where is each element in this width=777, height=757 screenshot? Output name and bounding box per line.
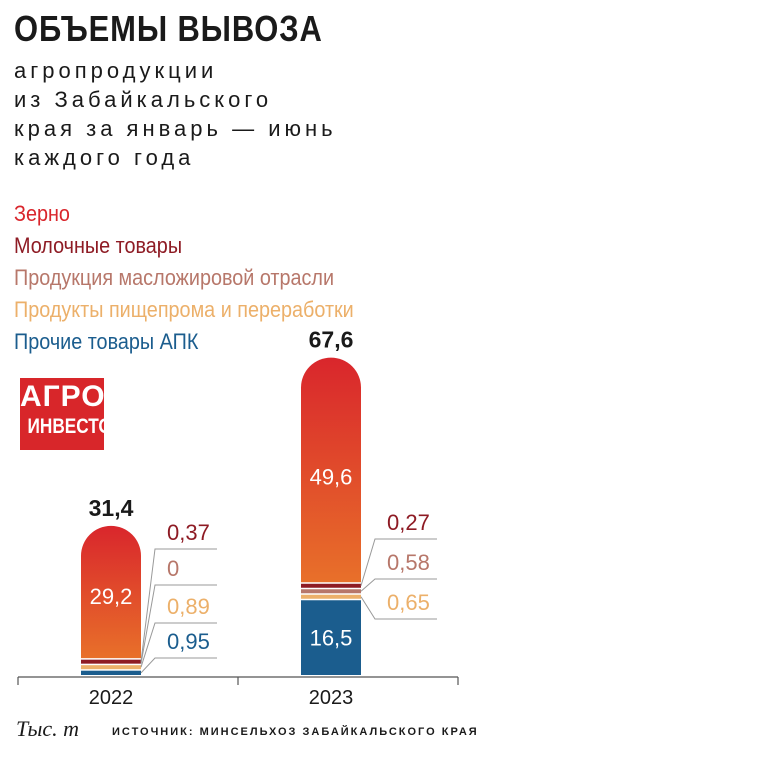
- x-tick-label-2023: 2023: [309, 687, 354, 709]
- data-label-food-2022: 0,89: [167, 594, 210, 619]
- x-tick-label-2022: 2022: [89, 687, 134, 709]
- bar-segment-other-2022: [81, 670, 141, 675]
- data-label-grain-2023: 49,6: [310, 465, 353, 490]
- data-label-oilfat-2023: 0,58: [387, 550, 430, 575]
- unit-label: Тыс. т: [16, 716, 79, 741]
- data-label-grain-2022: 29,2: [90, 584, 133, 609]
- bar-segment-dairy-2023: [301, 583, 361, 588]
- chart-subtitle: агропродукции из Забайкальского края за …: [14, 56, 337, 172]
- leader-line-dairy-2023: [360, 538, 437, 586]
- subtitle-line: агропродукции: [14, 58, 218, 83]
- bar-segment-food-2023: [301, 594, 361, 599]
- legend-item-grain: Зерно: [14, 201, 70, 226]
- legend-item-other: Прочие товары АПК: [14, 329, 199, 354]
- bar-segment-oilfat-2023: [301, 589, 361, 594]
- data-label-other-2022: 0,95: [167, 629, 210, 654]
- bar-segment-grain-2023: [301, 357, 361, 583]
- bar-segment-grain-2022: [81, 525, 141, 659]
- legend: Зерно Молочные товары Продукция масложир…: [14, 198, 392, 358]
- logo-line-1: АГРО: [20, 380, 106, 413]
- leader-line-dairy-2022: [140, 548, 217, 662]
- data-label-food-2023: 0,65: [387, 590, 430, 615]
- data-label-oilfat-2022: 0: [167, 556, 179, 581]
- agroinvestor-logo: АГРО ИНВЕСТОР: [20, 378, 123, 450]
- total-label-2022: 31,4: [89, 495, 134, 521]
- subtitle-line: из Забайкальского: [14, 87, 273, 112]
- legend-item-dairy: Молочные товары: [14, 233, 183, 258]
- leader-line-oilfat-2022: [140, 584, 217, 664]
- subtitle-line: каждого года: [14, 145, 195, 170]
- chart-title: ОБЪЕМЫ ВЫВОЗА: [14, 8, 323, 49]
- data-label-dairy-2023: 0,27: [387, 510, 430, 535]
- subtitle-line: края за январь — июнь: [14, 116, 337, 141]
- leader-line-food-2022: [140, 622, 217, 668]
- leader-line-other-2022: [140, 657, 217, 674]
- legend-item-food: Продукты пищепрома и переработки: [14, 297, 354, 322]
- legend-item-oilfat: Продукция масложировой отрасли: [14, 265, 335, 290]
- data-label-dairy-2022: 0,37: [167, 520, 210, 545]
- bar-segment-food-2022: [81, 665, 141, 670]
- total-label-2023: 67,6: [309, 327, 354, 353]
- data-label-other-2023: 16,5: [310, 626, 353, 651]
- bar-segment-dairy-2022: [81, 659, 141, 664]
- source-note: ИСТОЧНИК: МИНСЕЛЬХОЗ ЗАБАЙКАЛЬСКОГО КРАЯ: [112, 726, 479, 738]
- leader-line-food-2023: [360, 596, 437, 620]
- bar-segment-other-2023: [301, 600, 361, 675]
- leader-line-oilfat-2023: [360, 578, 437, 592]
